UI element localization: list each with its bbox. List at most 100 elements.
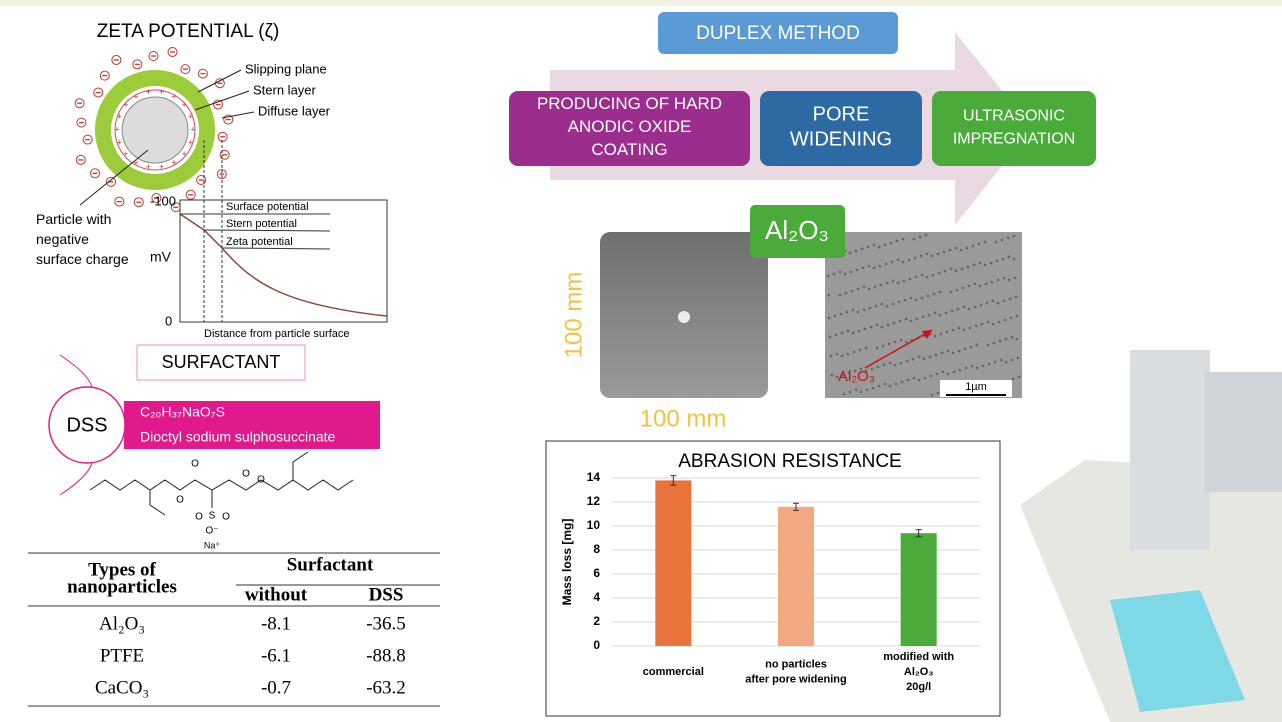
plus-sign: + xyxy=(114,124,119,134)
sem-pore xyxy=(853,369,857,373)
atom: Na⁺ xyxy=(204,540,221,550)
sem-pore xyxy=(920,296,924,300)
chart-title: ABRASION RESISTANCE xyxy=(678,451,901,472)
sem-pore xyxy=(938,313,942,317)
error-bar xyxy=(670,475,677,486)
sem-pore xyxy=(829,354,833,358)
sem-pore xyxy=(848,390,852,394)
y-tick-label: 12 xyxy=(587,494,601,508)
surf-title: SURFACTANT xyxy=(162,352,281,372)
sem-pore xyxy=(914,298,918,302)
sem-pore xyxy=(954,269,958,273)
sem-pore xyxy=(923,376,927,380)
sem-pore xyxy=(846,352,850,356)
sem-pore xyxy=(1009,316,1013,320)
y-bottom: 0 xyxy=(165,313,172,328)
sem-pore xyxy=(917,355,921,359)
plus-sign: + xyxy=(123,100,128,110)
col-header: DSS xyxy=(369,584,404,605)
sem-pore xyxy=(859,390,863,394)
sem-pore xyxy=(935,372,939,376)
sem-pore xyxy=(987,362,991,366)
sem-pore xyxy=(875,346,879,350)
sem-pore xyxy=(933,334,937,338)
sem-pore xyxy=(992,341,996,345)
sem-pore xyxy=(996,301,1000,305)
machine-tank xyxy=(1110,590,1245,712)
sem-pore xyxy=(973,305,977,309)
sem-pore xyxy=(877,384,881,388)
sem-pore xyxy=(930,393,934,397)
sem-pore xyxy=(966,265,970,269)
atom: O xyxy=(195,512,203,523)
sem-pore xyxy=(1002,299,1006,303)
sem-pore xyxy=(856,310,860,314)
sem-pore xyxy=(951,351,955,355)
leader xyxy=(197,69,242,93)
sem-pore xyxy=(849,270,853,274)
potential-label: Surface potential xyxy=(226,201,309,213)
atom: O xyxy=(257,475,265,486)
step-box xyxy=(509,91,750,166)
sem-pore xyxy=(885,281,889,285)
sem-pore xyxy=(941,370,945,374)
sem-pore xyxy=(975,366,979,370)
arc xyxy=(59,354,93,496)
sem-pore xyxy=(960,267,964,271)
formula-name: Dioctyl sodium sulphosuccinate xyxy=(140,429,336,445)
leader xyxy=(79,149,149,206)
plus-sign: + xyxy=(188,137,193,147)
sem-pore xyxy=(868,306,872,310)
sem-pore xyxy=(986,343,990,347)
sem-pore xyxy=(840,331,844,335)
step-label: ULTRASONIC IMPREGNATION xyxy=(953,108,1075,148)
sem-pore xyxy=(906,378,910,382)
x-label: Distance from particle surface xyxy=(204,328,350,340)
sem-pore xyxy=(878,264,882,268)
sem-pore xyxy=(899,338,903,342)
cell: Al₂O₃ xyxy=(99,613,145,634)
sem-pore xyxy=(850,289,854,293)
sem-pore xyxy=(1001,257,1005,261)
sem-pore xyxy=(969,345,973,349)
sem-pore xyxy=(971,244,975,248)
sem-pore xyxy=(914,275,918,279)
sem-pore xyxy=(1002,276,1006,280)
leader xyxy=(221,247,331,250)
sem-pore xyxy=(900,380,904,384)
sem-pore xyxy=(985,301,989,305)
sem-pore xyxy=(964,366,968,370)
sem-pore xyxy=(981,364,985,368)
sem-pore xyxy=(830,373,834,377)
sem-pore xyxy=(909,296,913,300)
sem-pore xyxy=(1003,318,1007,322)
y-tick-label: 10 xyxy=(587,518,601,532)
sem-pore xyxy=(921,315,925,319)
formula: C₂₀H₃₇NaO₇S xyxy=(140,404,225,420)
plus-sign: + xyxy=(117,111,122,121)
y-tick-label: 14 xyxy=(587,470,601,484)
plus-sign: + xyxy=(146,87,151,97)
sem-pore xyxy=(833,314,837,318)
sem-pore xyxy=(898,319,902,323)
sem-pore xyxy=(980,322,984,326)
cell: -0.7 xyxy=(261,677,291,698)
sem-pore xyxy=(874,304,878,308)
sem-pore xyxy=(975,343,979,347)
sem-pore xyxy=(920,273,924,277)
sem-pore xyxy=(852,350,856,354)
machine-cabinet xyxy=(1205,372,1282,492)
step-box xyxy=(932,91,1096,166)
sem-pore xyxy=(867,264,871,268)
sem-pore xyxy=(854,249,858,253)
sem-pore xyxy=(1012,234,1016,238)
sem-label: Al₂O₃ xyxy=(838,368,875,385)
sem-pore xyxy=(839,312,843,316)
sem-pore xyxy=(912,376,916,380)
sem-pore xyxy=(858,348,862,352)
plus-sign: + xyxy=(123,149,128,159)
sem-pore xyxy=(927,313,931,317)
sem-pore xyxy=(846,329,850,333)
sem-pore xyxy=(871,386,875,390)
